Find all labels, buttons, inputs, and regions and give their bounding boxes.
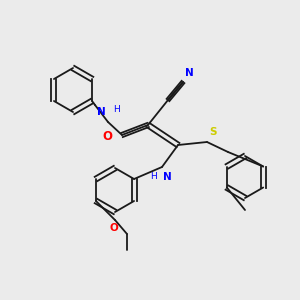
Text: S: S bbox=[209, 127, 217, 137]
Text: N: N bbox=[163, 172, 172, 182]
Text: H: H bbox=[113, 105, 120, 114]
Text: H: H bbox=[150, 172, 157, 181]
Text: O: O bbox=[110, 223, 118, 233]
Text: N: N bbox=[97, 107, 106, 117]
Text: O: O bbox=[102, 130, 112, 143]
Text: N: N bbox=[185, 68, 194, 78]
